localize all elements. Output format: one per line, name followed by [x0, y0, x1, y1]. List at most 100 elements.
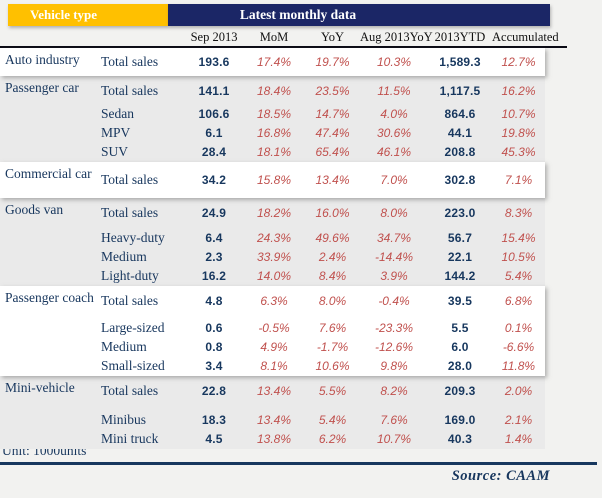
vehicle-type-label: Passenger car: [5, 80, 79, 95]
sales-value-cell: 144.2: [444, 268, 476, 283]
vehicle-section: Auto industry Total sales 193.6 17.4% 19.7% 1…: [0, 48, 545, 76]
row-label: Total sales: [101, 82, 159, 98]
column-header-accumulated: Accumulated: [492, 30, 559, 44]
percent-value-cell: -23.3%: [374, 320, 414, 335]
row-label: Small-sized: [101, 357, 165, 373]
percent-value-cell: 10.6%: [315, 358, 350, 373]
sales-value-cell: 141.1: [198, 83, 230, 98]
table-row: Small-sized 3.4 8.1% 10.6% 9.8% 28.0 11.8%: [97, 356, 545, 375]
percent-value-cell: 12.7%: [501, 55, 536, 69]
row-label: Medium: [101, 338, 147, 354]
table-header-band: Vehicle type Latest monthly data: [0, 4, 602, 26]
percent-value-cell: 17.4%: [256, 55, 292, 69]
percent-value-cell: 13.4%: [315, 173, 350, 187]
column-header-aug2013yoy: Aug 2013YoY: [360, 30, 433, 44]
sales-value-cell: 3.4: [205, 358, 223, 373]
row-label: Light-duty: [101, 267, 159, 283]
percent-value-cell: -6.6%: [502, 339, 535, 354]
sales-value-cell: 223.0: [444, 205, 476, 220]
sales-value-cell: 39.5: [447, 293, 473, 308]
table-row: Total sales 22.8 13.4% 5.5% 8.2% 209.3 2.0%: [97, 377, 545, 404]
sales-value-cell: 208.8: [444, 144, 476, 159]
monthly-data-header: Latest monthly data: [168, 4, 550, 26]
footer-divider-rule: [0, 462, 597, 465]
table-row: Total sales 193.6 17.4% 19.7% 10.3% 1,589.3 12…: [97, 49, 545, 75]
vehicle-section: Passenger car Total sales 141.1 18.4% 23.5% 1…: [0, 76, 545, 162]
column-header-mom: MoM: [259, 30, 289, 44]
percent-value-cell: 7.1%: [504, 173, 533, 187]
row-label: Total sales: [101, 292, 159, 308]
sales-value-cell: 1,117.5: [439, 83, 481, 98]
percent-value-cell: 45.3%: [501, 144, 536, 159]
vehicle-type-header: Vehicle type: [8, 4, 168, 26]
sales-value-cell: 24.9: [201, 205, 227, 220]
table-row: Large-sized 0.6 -0.5% 7.6% -23.3% 5.5 0.1%: [97, 318, 545, 337]
percent-value-cell: 15.4%: [501, 230, 536, 245]
percent-value-cell: 14.0%: [256, 268, 292, 283]
table-row: Total sales 4.8 6.3% 8.0% -0.4% 39.5 6.8%: [97, 287, 545, 314]
row-label: Total sales: [101, 204, 159, 220]
percent-value-cell: -14.4%: [374, 249, 414, 264]
vehicle-type-label: Goods van: [5, 202, 64, 217]
table-body: Auto industry Total sales 193.6 17.4% 19.7% 1…: [0, 48, 545, 449]
sales-value-cell: 56.7: [447, 230, 473, 245]
percent-value-cell: 2.1%: [504, 412, 533, 427]
percent-value-cell: 34.7%: [376, 230, 412, 245]
percent-value-cell: 8.3%: [504, 205, 533, 220]
sales-value-cell: 4.5: [205, 431, 223, 446]
section-rows: Total sales 22.8 13.4% 5.5% 8.2% 209.3 2.0% Min…: [97, 376, 545, 449]
sales-value-cell: 6.4: [205, 230, 223, 245]
section-rows: Total sales 24.9 18.2% 16.0% 8.0% 223.0 8.3% He…: [97, 198, 545, 286]
percent-value-cell: 49.6%: [315, 230, 350, 245]
sales-value-cell: 16.2: [201, 268, 227, 283]
table-row: Total sales 34.2 15.8% 13.4% 7.0% 302.8 7.1%: [97, 163, 545, 197]
section-rows: Total sales 141.1 18.4% 23.5% 11.5% 1,117.5 16…: [97, 76, 545, 162]
sales-value-cell: 18.3: [201, 412, 227, 427]
vehicle-type-label: Auto industry: [5, 52, 80, 67]
percent-value-cell: 8.4%: [318, 268, 347, 283]
sales-value-cell: 209.3: [444, 383, 476, 398]
percent-value-cell: 4.9%: [260, 339, 288, 354]
percent-value-cell: 9.8%: [380, 358, 408, 373]
percent-value-cell: 2.4%: [318, 249, 347, 264]
percent-value-cell: 23.5%: [315, 83, 350, 98]
vehicle-type-label: Mini-vehicle: [5, 380, 75, 395]
percent-value-cell: -1.7%: [316, 339, 349, 354]
percent-value-cell: 18.5%: [256, 106, 292, 121]
row-label: MPV: [101, 124, 131, 140]
table-row: Total sales 141.1 18.4% 23.5% 11.5% 1,117.5 16…: [97, 77, 545, 104]
percent-value-cell: 5.4%: [318, 412, 347, 427]
percent-value-cell: 8.0%: [380, 205, 408, 220]
percent-value-cell: 14.7%: [315, 106, 350, 121]
section-rows: Total sales 4.8 6.3% 8.0% -0.4% 39.5 6.8% Large…: [97, 286, 545, 376]
table-row: Total sales 24.9 18.2% 16.0% 8.0% 223.0 8.3%: [97, 199, 545, 226]
percent-value-cell: 10.7%: [501, 106, 536, 121]
sales-value-cell: 1,589.3: [439, 55, 481, 69]
monthly-data-header-label: Latest monthly data: [239, 7, 357, 22]
table-row: Heavy-duty 6.4 24.3% 49.6% 34.7% 56.7 15.4%: [97, 228, 545, 247]
section-rows: Total sales 193.6 17.4% 19.7% 10.3% 1,589.3 12…: [97, 48, 545, 76]
percent-value-cell: 10.5%: [501, 249, 536, 264]
table-row: MPV 6.1 16.8% 47.4% 30.6% 44.1 19.8%: [97, 123, 545, 142]
percent-value-cell: 33.9%: [256, 249, 292, 264]
row-label: Minibus: [101, 411, 147, 427]
percent-value-cell: 18.4%: [256, 83, 292, 98]
percent-value-cell: 13.4%: [256, 412, 292, 427]
percent-value-cell: 19.7%: [315, 55, 350, 69]
row-label: Total sales: [101, 382, 159, 398]
percent-value-cell: 4.0%: [380, 106, 408, 121]
percent-value-cell: 16.8%: [256, 125, 292, 140]
percent-value-cell: 47.4%: [315, 125, 350, 140]
column-header-2013ytd: 2013YTD: [434, 30, 486, 44]
percent-value-cell: 3.9%: [380, 268, 408, 283]
sales-value-cell: 4.8: [205, 293, 223, 308]
table-row: Medium 2.3 33.9% 2.4% -14.4% 22.1 10.5%: [97, 247, 545, 266]
sales-value-cell: 5.5: [451, 320, 469, 335]
percent-value-cell: 19.8%: [501, 125, 536, 140]
header-divider-rule: [0, 46, 567, 48]
source-note: Source: CAAM: [451, 468, 550, 484]
sales-value-cell: 22.1: [447, 249, 473, 264]
section-rows: Total sales 34.2 15.8% 13.4% 7.0% 302.8 7.1%: [97, 162, 545, 198]
sales-value-cell: 864.6: [444, 106, 476, 121]
